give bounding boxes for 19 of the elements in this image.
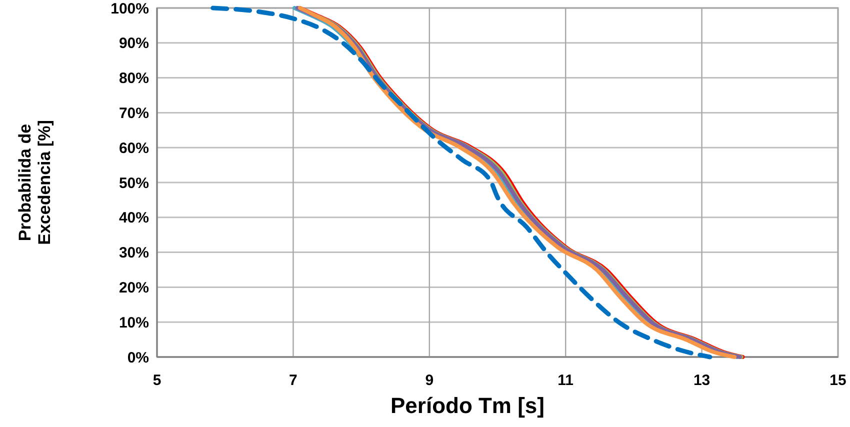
x-tick-label: 13 [693,372,710,389]
y-tick-label: 30% [118,244,149,262]
y-tick-label: 0% [127,349,149,366]
y-tick-label: 20% [118,279,149,296]
y-axis-title: Probabilida de Excedencia [%] [15,120,54,245]
x-tick-label: 7 [289,372,298,389]
x-tick-label: 15 [830,372,846,389]
x-axis-title: Período Tm [s] [390,393,545,418]
x-tick-label: 11 [558,372,574,389]
y-tick-label: 70% [118,104,149,122]
y-tick-label: 60% [118,140,149,157]
x-tick-label: 9 [425,372,434,389]
x-tick-label: 5 [152,372,162,389]
y-tick-label: 90% [118,35,149,52]
y-tick-label: 10% [118,314,149,332]
y-tick-label: 80% [118,70,149,88]
y-tick-label: 40% [118,210,149,227]
y-tick-label: 100% [110,0,149,18]
y-tick-label: 50% [118,174,149,192]
